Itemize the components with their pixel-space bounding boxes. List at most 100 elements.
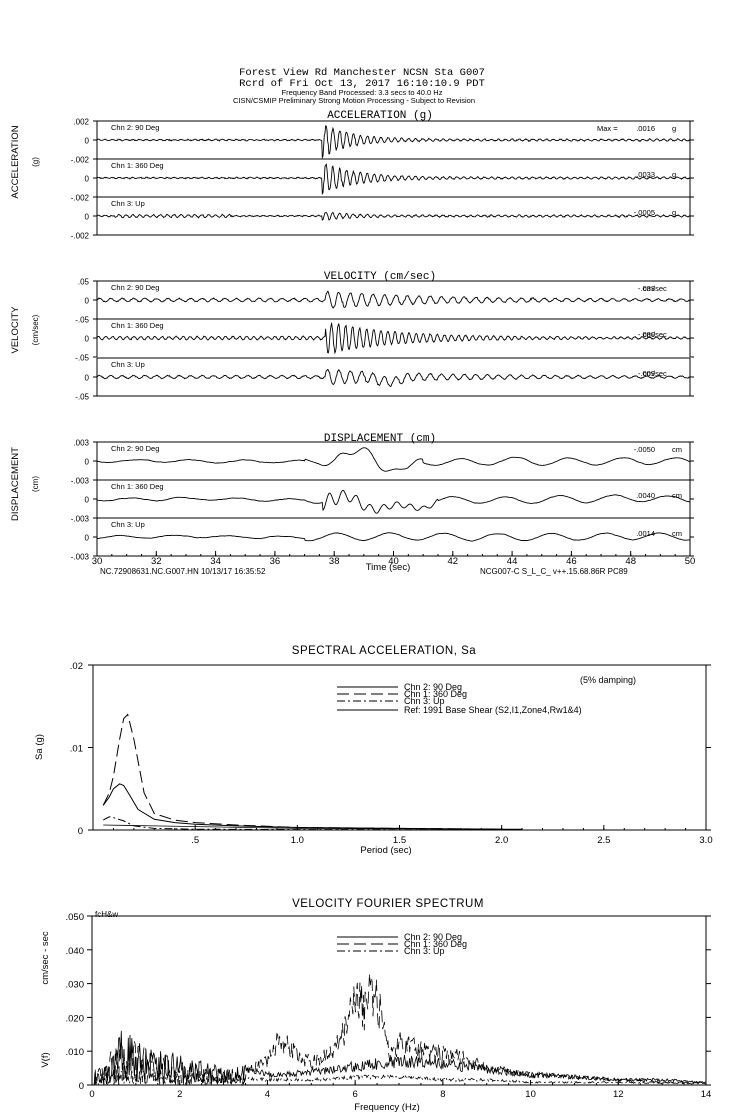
displacement-y-tick-label: -.003 bbox=[71, 553, 90, 562]
fourier-x-tick-label: 6 bbox=[352, 1089, 357, 1100]
acceleration-peak-unit: g bbox=[672, 208, 676, 217]
fourier-xlabel: Frequency (Hz) bbox=[354, 1102, 419, 1113]
acceleration-y-tick-label: 0 bbox=[85, 175, 90, 184]
time-x-tick-label: 42 bbox=[448, 556, 459, 567]
displacement-y-tick-label: -.003 bbox=[71, 477, 90, 486]
spectral-legend-label: Ref: 1991 Base Shear (S2,I1,Zone4,Rw1&4) bbox=[404, 705, 582, 715]
time-x-tick-label: 50 bbox=[685, 556, 696, 567]
displacement-y-tick-label: 0 bbox=[85, 534, 90, 543]
fourier-series-2 bbox=[93, 1069, 707, 1086]
acceleration-panel: .002 0 -.002 Chn 2: 90 Deg Max = .0016 g 0 -.00… bbox=[71, 118, 694, 241]
fourier-chart: .050 .040 .030 .020 .010 00 2 4 6 8 10 12 14 Chn 2: 9… bbox=[66, 912, 712, 1100]
fourier-x-tick-label: 8 bbox=[440, 1089, 445, 1100]
acceleration-peak-unit: g bbox=[672, 170, 676, 179]
trace-acceleration-chn-2 bbox=[96, 211, 691, 221]
fourier-legend-label: Chn 2: 90 Deg bbox=[404, 932, 462, 942]
acceleration-y-tick-label: -.002 bbox=[71, 156, 90, 165]
spectral-series-0 bbox=[102, 783, 502, 830]
time-x-tick-label: 48 bbox=[625, 556, 636, 567]
trace-displacement-chn-0 bbox=[96, 447, 691, 472]
velocity-peak-unit: cm/sec bbox=[643, 330, 667, 339]
displacement-peak-unit: cm bbox=[672, 491, 682, 500]
time-x-tick-label: 36 bbox=[270, 556, 281, 567]
spectral-x-tick-label: 3.0 bbox=[699, 835, 712, 846]
displacement-unit-label: (cm) bbox=[31, 476, 40, 492]
spectral-x-tick-label: 2.5 bbox=[597, 835, 610, 846]
acceleration-y-tick-label: -.002 bbox=[71, 194, 90, 203]
fourier-frame bbox=[91, 915, 707, 1086]
time-x-tick-label: 38 bbox=[329, 556, 340, 567]
acceleration-y-tick-label: .002 bbox=[73, 118, 89, 127]
trace-velocity-chn-0 bbox=[96, 290, 691, 309]
spectral-x-tick-label: 2.0 bbox=[495, 835, 508, 846]
fourier-corner-label: fcH&w bbox=[95, 910, 118, 919]
acceleration-peak-unit: g bbox=[672, 124, 676, 133]
velocity-y-tick-label: 0 bbox=[85, 374, 90, 383]
fourier-x-tick-label: 10 bbox=[525, 1089, 536, 1100]
footer-processing-id: NCG007-C S_L_C_ v++.15.68.86R PC89 bbox=[480, 567, 628, 576]
fourier-x-tick-label: 0 bbox=[89, 1089, 94, 1100]
displacement-title: DISPLACEMENT (cm) bbox=[324, 433, 436, 445]
displacement-channel-label: Chn 1: 360 Deg bbox=[111, 482, 164, 491]
displacement-y-tick-label: 0 bbox=[85, 496, 90, 505]
fourier-legend-label: Chn 3: Up bbox=[404, 946, 445, 956]
displacement-peak-value: .0040 bbox=[636, 491, 655, 500]
fourier-legend-label: Chn 1: 360 Deg bbox=[404, 939, 467, 949]
displacement-panel: .003 0 -.003 Chn 2: 90 Deg -.0050 cm 0 -.003 Chn… bbox=[71, 439, 694, 562]
fourier-ylabel-bottom: V(f) bbox=[40, 1052, 51, 1067]
fourier-y-tick-label: 0 bbox=[79, 1081, 84, 1092]
velocity-side-label: VELOCITY bbox=[10, 306, 21, 354]
trace-acceleration-chn-1 bbox=[96, 163, 691, 196]
header-frequency-band: Frequency Band Processed: 3.3 secs to 40… bbox=[282, 88, 443, 97]
damping-label: (5% damping) bbox=[580, 675, 636, 685]
fourier-y-tick-label: .020 bbox=[66, 1013, 85, 1024]
footer-record-id: NC.72908631.NC.G007.HN 10/13/17 16:35:52 bbox=[100, 567, 266, 576]
spectral-reference-line bbox=[103, 824, 523, 830]
velocity-peak-value: -.080 bbox=[638, 330, 655, 339]
velocity-channel-label: Chn 1: 360 Deg bbox=[111, 321, 164, 330]
fourier-y-tick-label: .010 bbox=[66, 1047, 85, 1058]
displacement-peak-unit: cm bbox=[672, 529, 682, 538]
time-x-tick-label: 40 bbox=[388, 556, 399, 567]
spectral-title: SPECTRAL ACCELERATION, Sa bbox=[292, 645, 477, 657]
spectral-series-1 bbox=[102, 713, 502, 830]
trace-displacement-chn-1 bbox=[97, 489, 691, 514]
spectral-x-tick-label: 1.5 bbox=[393, 835, 406, 846]
header-station: Forest View Rd Manchester NCSN Sta G007 bbox=[239, 67, 485, 79]
spectral-legend-label: Chn 3: Up bbox=[404, 696, 445, 706]
spectral-frame bbox=[92, 664, 707, 831]
spectral-ylabel: Sa (g) bbox=[34, 734, 45, 760]
fourier-series-1 bbox=[93, 973, 707, 1087]
velocity-y-tick-label: -.05 bbox=[75, 354, 89, 363]
velocity-y-tick-label: .05 bbox=[78, 278, 90, 287]
acceleration-y-tick-label: -.002 bbox=[71, 232, 90, 241]
velocity-unit-label: (cm/sec) bbox=[31, 314, 40, 345]
fourier-y-tick-label: .030 bbox=[66, 980, 85, 991]
time-x-tick-label: 32 bbox=[151, 556, 162, 567]
displacement-y-tick-label: 0 bbox=[85, 458, 90, 467]
fourier-y-tick-label: .040 bbox=[66, 946, 85, 957]
spectral-x-tick-label: 1.0 bbox=[291, 835, 304, 846]
acceleration-channel-label: Chn 1: 360 Deg bbox=[111, 161, 164, 170]
fourier-series-0 bbox=[93, 1030, 707, 1085]
acceleration-channel-label: Chn 3: Up bbox=[111, 199, 145, 208]
fourier-ylabel-top: cm/sec - sec bbox=[40, 931, 51, 985]
fourier-x-tick-label: 4 bbox=[265, 1089, 270, 1100]
trace-displacement-chn-2 bbox=[96, 532, 691, 542]
velocity-y-tick-label: 0 bbox=[85, 335, 90, 344]
header-processing-note: CISN/CSMIP Preliminary Strong Motion Pro… bbox=[233, 96, 475, 105]
displacement-side-label: DISPLACEMENT bbox=[10, 447, 21, 521]
acceleration-peak-value: .0016 bbox=[636, 124, 655, 133]
time-x-axis: 30 32 34 36 38 40 42 44 46 48 50 bbox=[92, 551, 696, 567]
fourier-title: VELOCITY FOURIER SPECTRUM bbox=[292, 898, 484, 910]
fourier-y-tick-label: .050 bbox=[66, 912, 85, 923]
acceleration-unit-label: (g) bbox=[31, 157, 40, 167]
displacement-channel-label: Chn 2: 90 Deg bbox=[111, 444, 159, 453]
time-x-tick-label: 44 bbox=[507, 556, 518, 567]
velocity-y-tick-label: 0 bbox=[85, 297, 90, 306]
trace-velocity-chn-2 bbox=[96, 368, 691, 388]
spectral-legend-label: Chn 1: 360 Deg bbox=[404, 689, 467, 699]
velocity-channel-label: Chn 3: Up bbox=[111, 360, 145, 369]
